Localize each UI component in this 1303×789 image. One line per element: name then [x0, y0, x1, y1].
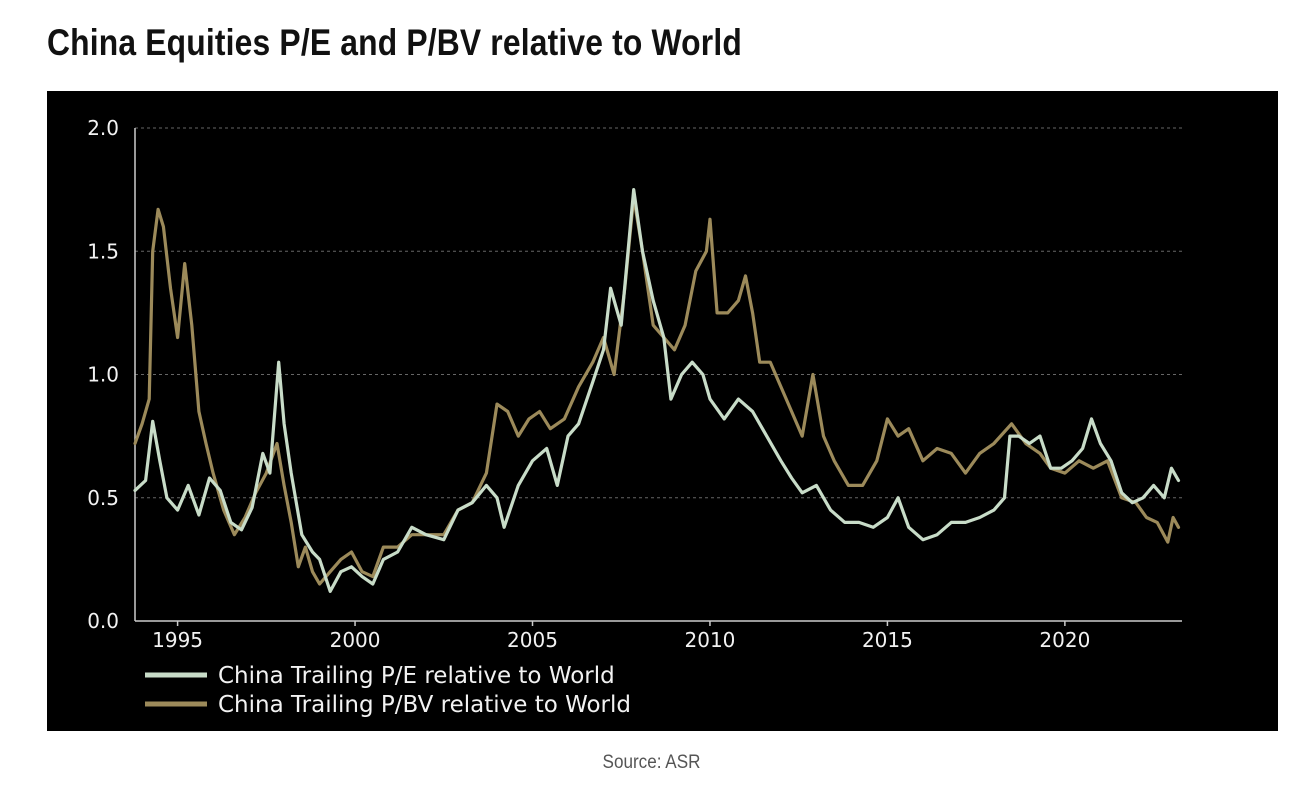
- chart-panel: 0.0 0.5 1.0 1.5 2.0 1995 2000 2005 2010 2015 2020…: [47, 91, 1278, 731]
- x-tick-labels: 1995 2000 2005 2010 2015 2020: [152, 628, 1090, 652]
- x-tick-label: 2000: [330, 628, 381, 652]
- axes: [134, 128, 1182, 626]
- source-note: Source: ASR: [602, 752, 701, 773]
- y-tick-label: 0.5: [87, 486, 119, 510]
- legend-label: China Trailing P/E relative to World: [218, 663, 615, 689]
- line-chart: 0.0 0.5 1.0 1.5 2.0 1995 2000 2005 2010 2015 2020…: [87, 116, 1182, 718]
- y-tick-label: 1.0: [87, 363, 119, 387]
- x-tick-label: 2005: [507, 628, 558, 652]
- legend: China Trailing P/E relative to World Chin…: [145, 663, 631, 718]
- pbv-series-line: [133, 195, 1181, 586]
- legend-label: China Trailing P/BV relative to World: [218, 692, 631, 718]
- y-tick-labels: 0.0 0.5 1.0 1.5 2.0: [87, 116, 119, 633]
- y-tick-label: 1.5: [87, 239, 119, 263]
- y-tick-label: 0.0: [87, 609, 119, 633]
- y-tick-label: 2.0: [87, 116, 119, 140]
- x-tick-label: 2010: [685, 628, 736, 652]
- series-lines: [133, 188, 1181, 593]
- x-tick-label: 2015: [862, 628, 913, 652]
- pe-series-line: [133, 188, 1181, 593]
- page-title: China Equities P/E and P/BV relative to …: [47, 22, 742, 63]
- x-tick-label: 1995: [152, 628, 203, 652]
- x-tick-label: 2020: [1039, 628, 1090, 652]
- grid-lines: [135, 127, 1182, 499]
